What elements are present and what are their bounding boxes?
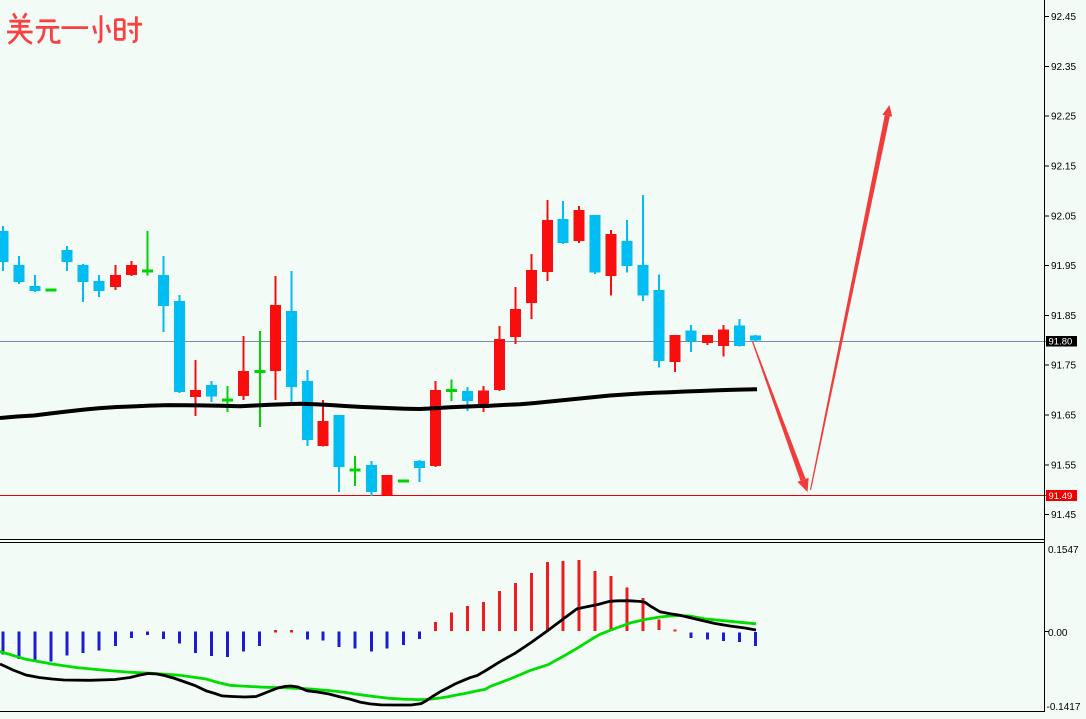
svg-text:92.15: 92.15 [1051,162,1076,173]
svg-text:0.1547: 0.1547 [1048,545,1079,556]
svg-text:0.00: 0.00 [1048,628,1068,639]
svg-text:92.35: 92.35 [1051,62,1076,73]
svg-text:91.95: 91.95 [1051,261,1076,272]
svg-text:-0.1417: -0.1417 [1047,702,1081,713]
svg-text:91.75: 91.75 [1051,361,1076,372]
svg-text:92.05: 92.05 [1051,211,1076,222]
svg-text:91.55: 91.55 [1051,460,1076,471]
svg-text:91.49: 91.49 [1049,491,1073,502]
svg-text:92.45: 92.45 [1051,12,1076,23]
svg-text:91.65: 91.65 [1051,411,1076,422]
svg-text:91.85: 91.85 [1051,311,1076,322]
svg-text:91.45: 91.45 [1051,510,1076,521]
svg-text:91.80: 91.80 [1049,337,1073,348]
svg-text:92.25: 92.25 [1051,112,1076,123]
